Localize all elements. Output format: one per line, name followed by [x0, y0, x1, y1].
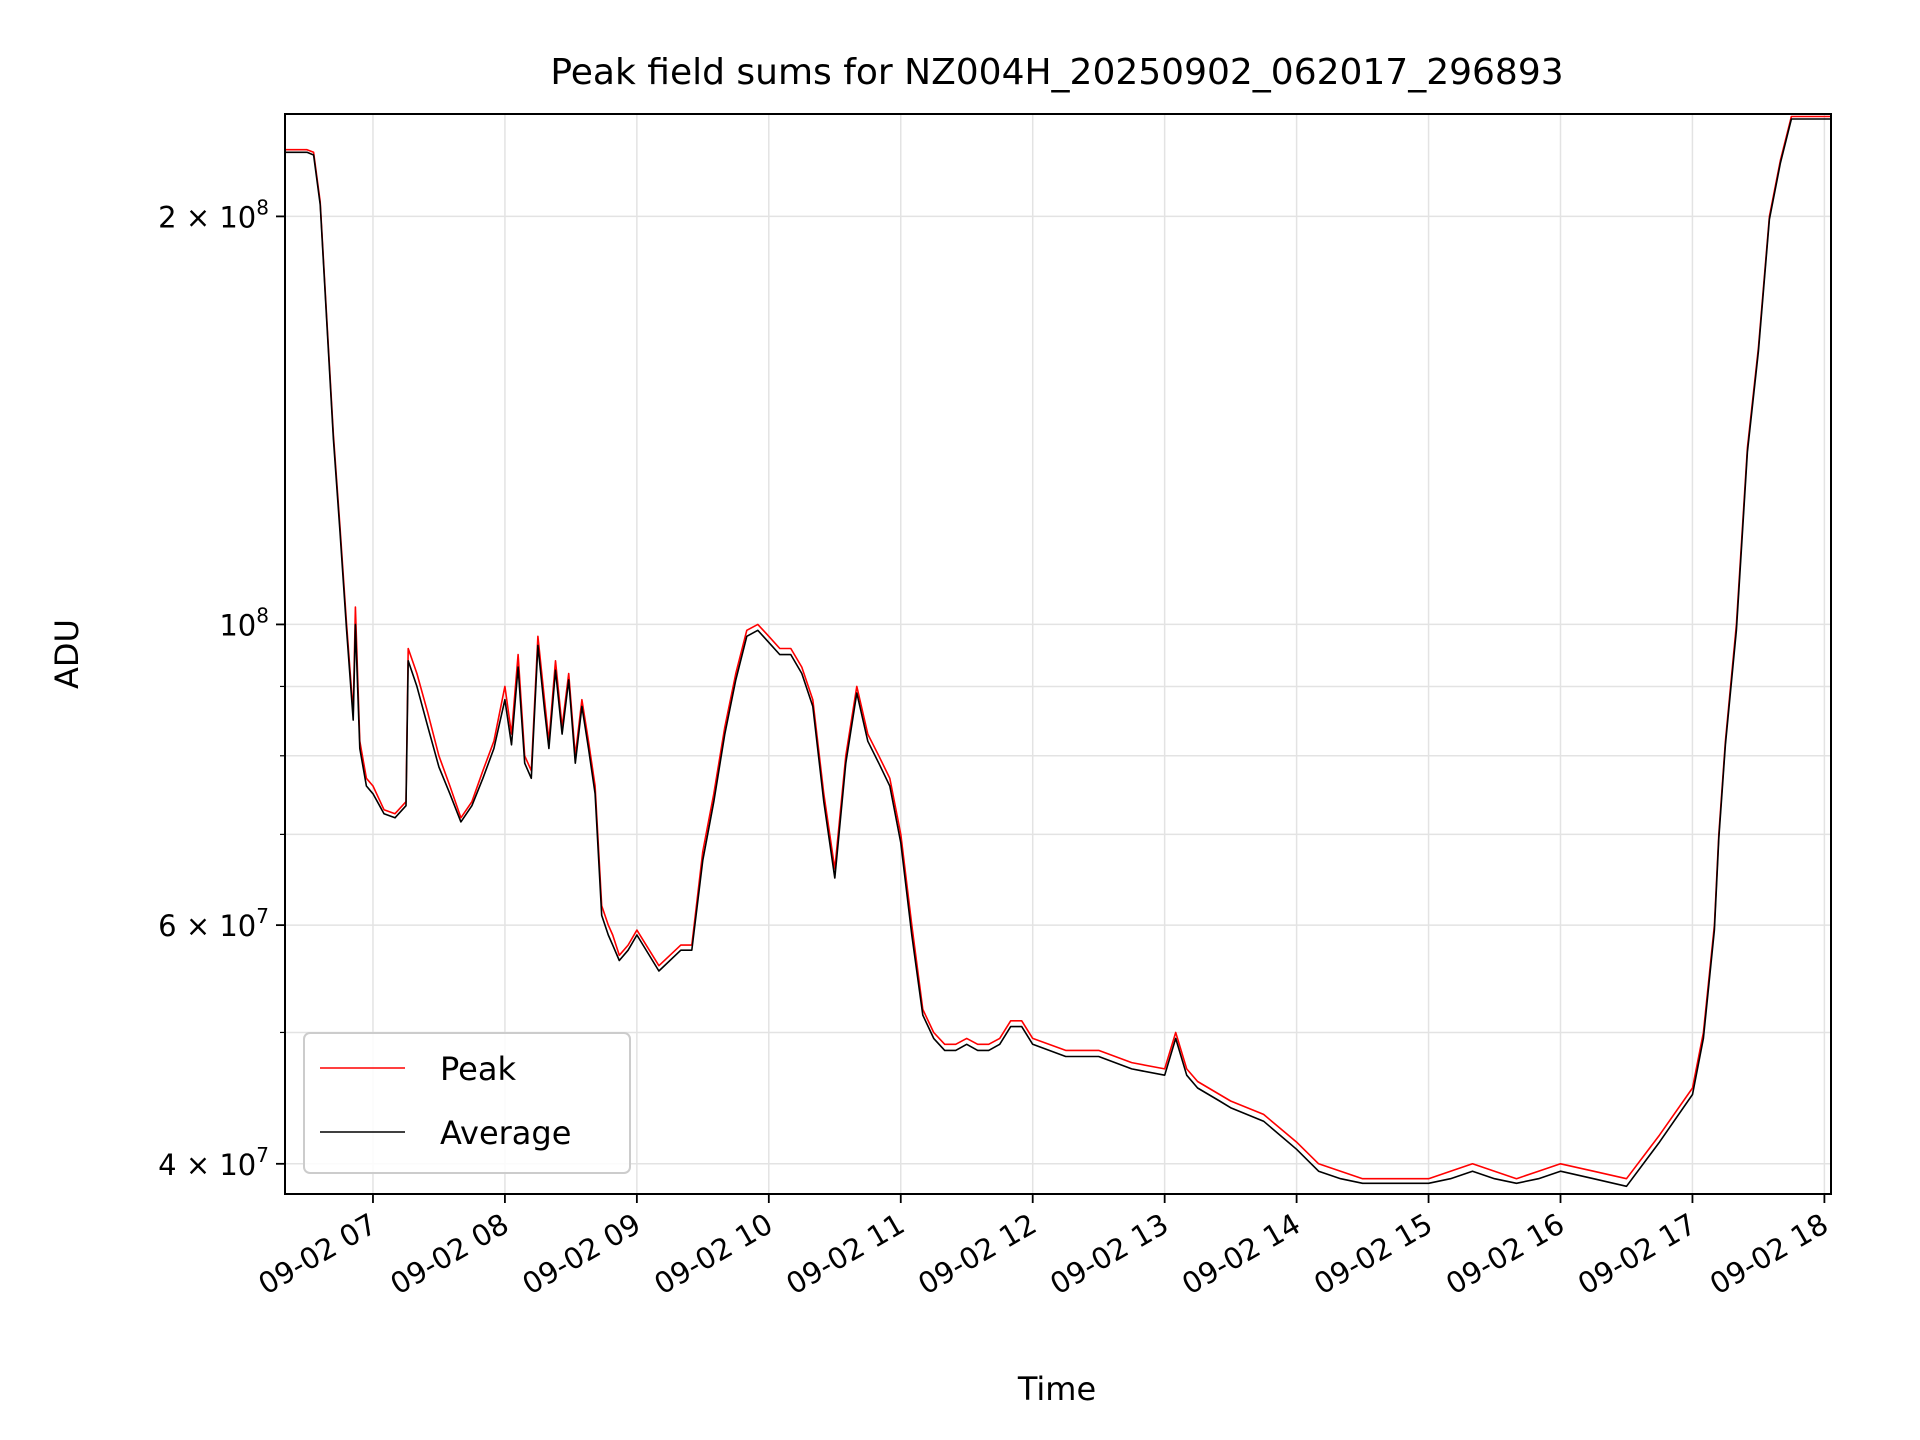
- y-tick-label: 4 × 107: [158, 1143, 269, 1182]
- x-tick-label: 09-02 11: [780, 1207, 910, 1302]
- y-axis: 4 × 107 6 × 107 108 2 × 108: [158, 195, 285, 1182]
- x-tick-label: 09-02 18: [1704, 1207, 1834, 1302]
- x-axis-label: Time: [1017, 1370, 1096, 1408]
- legend-label-peak: Peak: [440, 1050, 516, 1088]
- x-tick-label: 09-02 10: [648, 1207, 778, 1302]
- x-tick-label: 09-02 13: [1044, 1207, 1174, 1302]
- x-tick-label: 09-02 07: [253, 1207, 383, 1302]
- y-tick-label: 6 × 107: [158, 904, 269, 943]
- x-tick-label: 09-02 17: [1572, 1207, 1702, 1302]
- x-tick-label: 09-02 14: [1176, 1207, 1306, 1302]
- x-axis: 09-02 07 09-02 08 09-02 09 09-02 10 09-02 11…: [253, 1194, 1834, 1301]
- x-tick-label: 09-02 12: [912, 1207, 1042, 1302]
- grid: [285, 114, 1831, 1194]
- y-axis-label: ADU: [48, 619, 86, 689]
- y-tick-label: 2 × 108: [158, 195, 269, 234]
- legend-label-average: Average: [440, 1114, 571, 1152]
- x-tick-label: 09-02 09: [516, 1207, 646, 1302]
- series-line-peak: [285, 115, 1831, 1180]
- x-tick-label: 09-02 08: [384, 1207, 514, 1302]
- plot-frame: [284, 113, 1832, 1195]
- x-tick-label: 09-02 16: [1440, 1207, 1570, 1302]
- y-tick-label: 108: [219, 603, 269, 642]
- x-tick-label: 09-02 15: [1308, 1207, 1438, 1302]
- chart-title: Peak field sums for NZ004H_20250902_0620…: [550, 52, 1563, 93]
- legend: Peak Average: [303, 1032, 631, 1174]
- series-line-average: [285, 118, 1831, 1188]
- series-layer: [285, 115, 1831, 1188]
